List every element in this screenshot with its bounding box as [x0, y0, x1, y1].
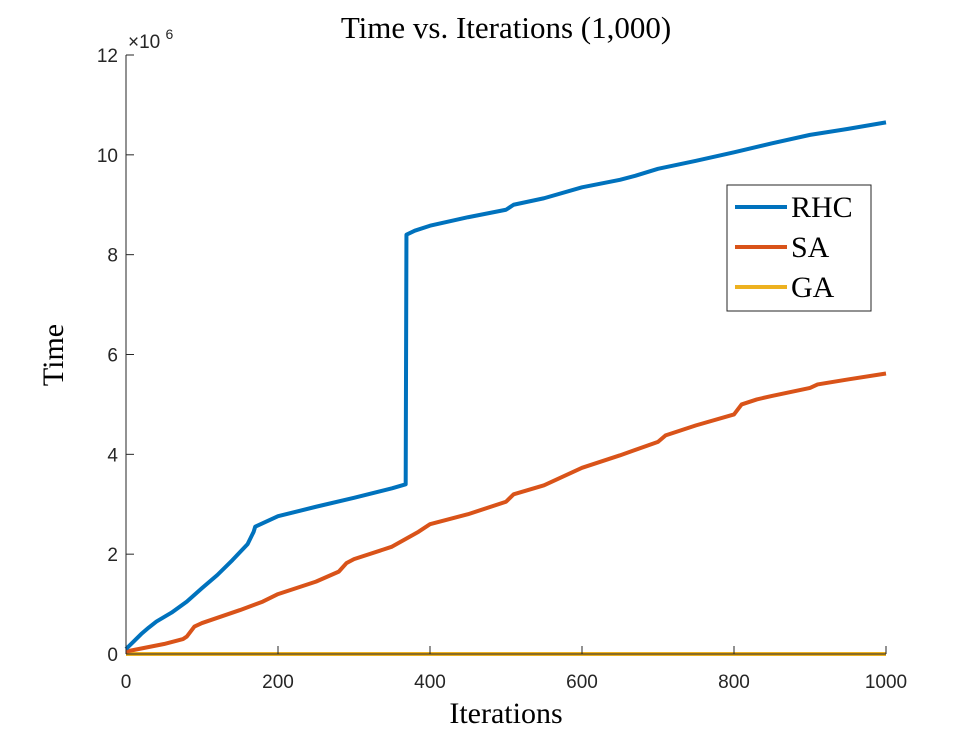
x-tick-label: 200 [262, 672, 294, 693]
svg-text:×10 6: ×10 6 [128, 26, 174, 53]
y-tick-label: 0 [107, 645, 118, 666]
x-tick-label: 1000 [865, 672, 907, 693]
y-axis-label: Time [37, 324, 70, 386]
x-ticks: 0 200 400 600 800 1000 [121, 646, 907, 693]
legend-label-ga: GA [791, 271, 835, 304]
y-exponent-power: 6 [166, 26, 174, 42]
y-tick-label: 6 [107, 346, 118, 367]
series-line-sa [125, 371, 887, 654]
y-exponent: ×10 6 [128, 26, 174, 53]
y-tick-label: 12 [97, 46, 118, 67]
y-tick-label: 8 [107, 246, 118, 267]
y-tick-label: 10 [97, 146, 118, 167]
legend-label-sa: SA [791, 231, 830, 264]
x-tick-label: 0 [121, 672, 132, 693]
x-axis-label: Iterations [449, 697, 562, 730]
y-ticks: 0 2 4 6 8 10 12 [97, 46, 134, 666]
x-tick-label: 400 [414, 672, 446, 693]
series-line-rhc [124, 120, 887, 651]
chart-title: Time vs. Iterations (1,000) [341, 10, 671, 45]
legend: RHC SA GA [726, 184, 872, 312]
x-tick-label: 600 [566, 672, 598, 693]
y-exponent-base: ×10 [128, 32, 160, 53]
y-tick-label: 2 [107, 545, 118, 566]
legend-label-rhc: RHC [791, 191, 853, 224]
x-tick-label: 800 [718, 672, 750, 693]
y-tick-label: 4 [107, 445, 118, 466]
